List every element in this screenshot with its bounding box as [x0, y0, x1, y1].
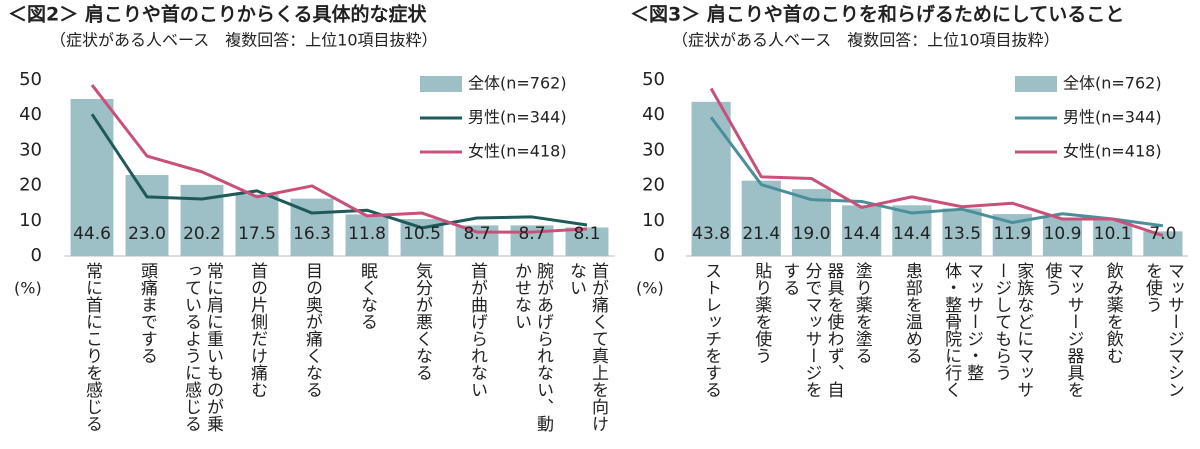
x-tick-label: 貼り薬を使う — [751, 262, 772, 364]
x-tick-label: 腕があげられない、動かせない — [511, 262, 553, 432]
x-tick-label: マッサージマシンを使う — [1141, 262, 1184, 398]
bar — [565, 227, 609, 256]
y-tick-label: 10 — [19, 210, 42, 231]
line-series — [90, 113, 588, 230]
value-label: 19.0 — [793, 224, 831, 244]
chart-subtitle: （症状がある人ベース 複数回答：上位10項目抜粋） — [50, 31, 438, 50]
value-label: 11.9 — [993, 224, 1031, 244]
value-label: 14.4 — [843, 224, 881, 244]
x-tick-label: 首の片側だけ痛む — [247, 262, 267, 398]
value-label: 20.2 — [183, 224, 221, 244]
bar — [345, 214, 389, 256]
x-tick-label: マッサージ・整体・整骨院に行く — [941, 262, 984, 398]
y-tick-label: 20 — [19, 175, 42, 196]
legend-label: 男性(n=344) — [1063, 108, 1162, 127]
bar — [942, 208, 982, 256]
x-tick-label: 患部を温める — [901, 262, 922, 364]
line-series — [709, 116, 1164, 228]
bar — [842, 205, 882, 256]
bar — [741, 180, 781, 256]
bar — [70, 99, 114, 257]
x-tick-label: 気分が悪くなる — [412, 262, 432, 381]
legend-swatch — [420, 76, 462, 92]
y-tick-label: 40 — [642, 104, 665, 125]
legend-swatch — [1015, 76, 1057, 92]
value-label: 10.9 — [1044, 224, 1082, 244]
x-tick-label: 常に首にこりを感じる — [82, 262, 102, 432]
legend-label: 女性(n=418) — [468, 142, 567, 161]
line-series — [709, 87, 1164, 238]
bar — [1093, 220, 1133, 256]
y-tick-label: 20 — [642, 175, 665, 196]
value-label: 44.6 — [73, 224, 111, 244]
x-tick-label: 常に肩に重いものが乗っているように感じる — [181, 262, 223, 432]
x-tick-label: 器具を使わず、自分でマッサージをする — [779, 262, 844, 398]
value-label: 23.0 — [128, 224, 166, 244]
value-label: 17.5 — [238, 224, 276, 244]
bar — [691, 101, 731, 256]
value-label: 21.4 — [742, 224, 780, 244]
y-tick-label: 40 — [19, 104, 42, 125]
x-tick-label: 飲み薬を飲む — [1102, 262, 1123, 364]
y-tick-label: 0 — [654, 245, 665, 266]
y-tick-label: 50 — [642, 69, 665, 90]
x-tick-label: 眠くなる — [357, 262, 377, 330]
value-label: 8.1 — [573, 224, 600, 244]
value-label: 8.7 — [463, 224, 490, 244]
y-axis-label: (%) — [14, 279, 42, 298]
line-series — [90, 84, 588, 234]
bar — [235, 194, 279, 256]
x-tick-label: ストレッチをする — [701, 262, 722, 398]
value-label: 11.8 — [348, 224, 386, 244]
value-label: 13.5 — [943, 224, 981, 244]
chart-subtitle: （症状がある人ベース 複数回答：上位10項目抜粋） — [672, 31, 1060, 50]
value-label: 10.1 — [1094, 224, 1132, 244]
legend-label: 全体(n=762) — [1063, 74, 1162, 93]
bar — [125, 175, 169, 256]
y-tick-label: 30 — [642, 139, 665, 160]
value-label: 14.4 — [893, 224, 931, 244]
x-tick-label: マッサージ器具を使う — [1041, 262, 1084, 398]
value-label: 10.5 — [403, 224, 441, 244]
y-tick-label: 50 — [19, 69, 42, 90]
chart-title: ＜図2＞ 肩こりや首のこりからくる具体的な症状 — [8, 3, 427, 26]
chart-title: ＜図3＞ 肩こりや首のこりを和らげるためにしていること — [630, 3, 1124, 26]
value-label: 43.8 — [692, 224, 730, 244]
x-tick-label: 家族などにマッサージしてもらう — [991, 262, 1034, 398]
y-axis-label: (%) — [636, 279, 664, 298]
legend-label: 全体(n=762) — [468, 74, 567, 93]
value-label: 16.3 — [293, 224, 331, 244]
x-tick-label: 目の奥が痛くなる — [302, 262, 322, 398]
x-tick-label: 首が痛くて真上を向けない — [566, 262, 608, 432]
y-tick-label: 0 — [31, 245, 42, 266]
value-label: 8.7 — [518, 224, 545, 244]
value-label: 7.0 — [1149, 224, 1176, 244]
legend-label: 男性(n=344) — [468, 108, 567, 127]
x-tick-label: 頭痛までする — [137, 262, 157, 364]
y-tick-label: 30 — [19, 139, 42, 160]
bar — [1042, 217, 1083, 256]
y-tick-label: 10 — [642, 210, 665, 231]
legend-label: 女性(n=418) — [1063, 142, 1162, 161]
x-tick-label: 首が曲げられない — [467, 262, 487, 398]
x-tick-label: 塗り薬を塗る — [851, 262, 872, 364]
